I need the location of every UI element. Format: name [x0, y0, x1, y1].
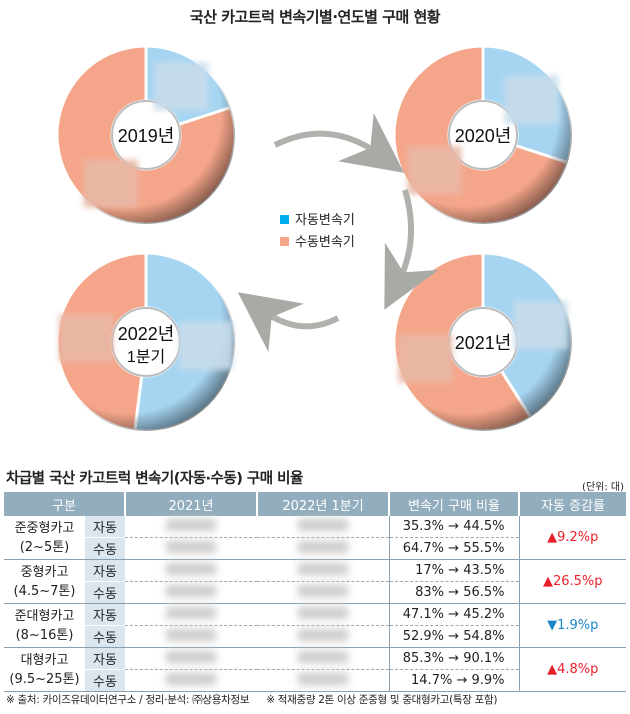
slice-auto-label-blurred [513, 301, 568, 350]
category-name: 준대형카고 (8~16톤) [4, 603, 85, 648]
count-2021-blurred [125, 581, 257, 604]
legend: 자동변속기 수동변속기 [280, 210, 355, 254]
arrow-2020-to-2021 [384, 189, 439, 310]
ratio-value: 14.7% → 9.9% [388, 669, 519, 692]
footer-note: ※ 적재중량 2톤 이상 준중형 및 중대형카고(특장 포함) [266, 694, 498, 706]
auto-change-value: ▲9.2%p [518, 516, 626, 560]
legend-swatch-manual [280, 237, 289, 246]
count-2022q1-blurred [257, 603, 389, 626]
transmission-type: 수동 [85, 669, 125, 692]
count-2021-blurred [125, 537, 257, 560]
auto-change-value: ▲26.5%p [518, 559, 626, 604]
header-category: 구분 [4, 492, 126, 516]
transmission-type: 수동 [85, 537, 125, 560]
count-2021-blurred [125, 559, 257, 582]
count-2022q1-blurred [257, 581, 389, 604]
table-row: 준중형카고 (2~5톤) 자동 35.3% → 44.5% ▲9.2%p [4, 516, 626, 560]
ratio-value: 17% → 43.5% [388, 559, 519, 582]
table-row: 수동 52.9% → 54.8% [4, 625, 626, 648]
transmission-type: 수동 [85, 625, 125, 648]
slice-manual-label-blurred [83, 159, 138, 208]
unit-label: (단위: 대) [582, 482, 624, 493]
table-row: 수동 14.7% → 9.9% [4, 669, 626, 692]
donut-2020년: 2020년 [392, 44, 574, 226]
table-row: 수동 83% → 56.5% [4, 581, 626, 604]
slice-auto-label-blurred [154, 62, 209, 111]
count-2022q1-blurred [257, 537, 389, 560]
count-2021-blurred [125, 647, 257, 670]
count-2022q1-blurred [257, 516, 389, 538]
count-2022q1-blurred [257, 625, 389, 648]
donut-2021년: 2021년 [392, 251, 574, 433]
transmission-type: 자동 [85, 603, 125, 626]
ratio-value: 64.7% → 55.5% [388, 537, 519, 560]
count-2022q1-blurred [257, 559, 389, 582]
ratio-value: 52.9% → 54.8% [388, 625, 519, 648]
donut-charts: 2019년 2020년 2021년 2022년 1분기 [55, 44, 574, 433]
table-row: 대형카고 (9.5~25톤) 자동 85.3% → 90.1% ▲4.8%p [4, 647, 626, 692]
ratio-value: 47.1% → 45.2% [388, 603, 519, 626]
transmission-type: 자동 [85, 516, 125, 538]
footer-source: ※ 출처: 카이즈유데이터연구소 / 정리·분석: ㈜상용차정보 [6, 694, 250, 706]
ratio-value: 83% → 56.5% [388, 581, 519, 604]
count-2021-blurred [125, 603, 257, 626]
donut-period-label: 1분기 [127, 348, 165, 366]
count-2021-blurred [125, 516, 257, 538]
legend-swatch-auto [280, 215, 289, 224]
count-2021-blurred [125, 625, 257, 648]
transmission-type: 자동 [85, 647, 125, 670]
slice-auto-label-blurred [504, 75, 559, 124]
legend-item-auto: 자동변속기 [280, 210, 355, 232]
donut-year-label: 2022년 [118, 324, 175, 344]
slice-auto-label-blurred [178, 321, 233, 370]
ratio-value: 35.3% → 44.5% [388, 516, 519, 538]
donut-hole [111, 100, 181, 170]
header-2022q1: 2022년 1분기 [257, 492, 390, 516]
auto-change-value: ▼1.9%p [518, 603, 626, 648]
transmission-type: 자동 [85, 559, 125, 582]
table-row: 준대형카고 (8~16톤) 자동 47.1% → 45.2% ▼1.9%p [4, 603, 626, 648]
auto-change-value: ▲4.8%p [518, 647, 626, 692]
count-2021-blurred [125, 669, 257, 692]
donut-hole [448, 100, 518, 170]
purchase-ratio-table: 구분 2021년 2022년 1분기 변속기 구매 비율 자동 증감률 준중형카… [4, 492, 626, 692]
slice-manual-label-blurred [407, 146, 462, 195]
chart-title: 국산 카고트럭 변속기별·연도별 구매 현황 [189, 8, 441, 26]
legend-item-manual: 수동변속기 [280, 232, 355, 254]
donut-2022년 1분기: 2022년 1분기 [55, 251, 237, 433]
donut-2019년: 2019년 [55, 44, 237, 226]
count-2022q1-blurred [257, 647, 389, 670]
category-name: 대형카고 (9.5~25톤) [4, 647, 85, 692]
arrow-2019-to-2020 [273, 113, 405, 173]
category-name: 준중형카고 (2~5톤) [4, 516, 85, 560]
count-2022q1-blurred [257, 669, 389, 692]
category-name: 중형카고 (4.5~7톤) [4, 559, 85, 604]
table-header-row: 구분 2021년 2022년 1분기 변속기 구매 비율 자동 증감률 [4, 492, 626, 516]
table-row: 수동 64.7% → 55.5% [4, 537, 626, 560]
ratio-value: 85.3% → 90.1% [388, 647, 519, 670]
donut-year-label: 2021년 [455, 333, 512, 353]
donut-year-label: 2019년 [118, 126, 175, 146]
footer: ※ 출처: 카이즈유데이터연구소 / 정리·분석: ㈜상용차정보 ※ 적재중량 … [6, 692, 511, 707]
arrow-2021-to-2022 [237, 292, 340, 352]
header-ratio: 변속기 구매 비율 [389, 492, 520, 516]
header-2021: 2021년 [125, 492, 258, 516]
slice-manual-label-blurred [59, 314, 114, 363]
table-title: 차급별 국산 카고트럭 변속기(자동·수동) 구매 비율 [6, 471, 303, 487]
donut-year-label: 2020년 [455, 126, 512, 146]
table-row: 중형카고 (4.5~7톤) 자동 17% → 43.5% ▲26.5%p [4, 559, 626, 604]
slice-manual-label-blurred [398, 334, 453, 383]
header-change: 자동 증감률 [519, 492, 626, 516]
transmission-type: 수동 [85, 581, 125, 604]
